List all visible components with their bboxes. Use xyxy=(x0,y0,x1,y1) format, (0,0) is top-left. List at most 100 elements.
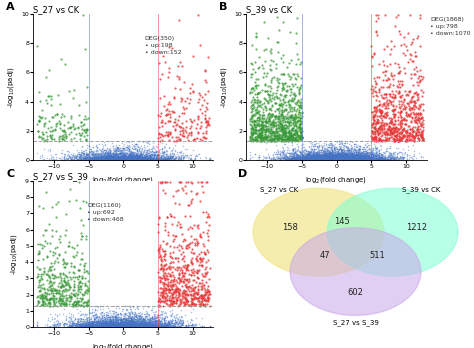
Point xyxy=(344,154,352,159)
Point xyxy=(132,157,140,163)
Point xyxy=(126,155,133,160)
Point xyxy=(324,150,331,156)
Point xyxy=(399,132,407,138)
Point xyxy=(106,321,114,327)
Point xyxy=(171,157,178,163)
Point xyxy=(86,324,93,329)
Point xyxy=(106,324,114,330)
Point xyxy=(121,154,129,160)
Point xyxy=(144,324,151,329)
Point xyxy=(164,321,171,327)
Point xyxy=(323,155,330,160)
Point xyxy=(265,117,273,122)
Point xyxy=(376,155,384,160)
Point xyxy=(36,155,44,161)
Point xyxy=(355,156,363,161)
Point xyxy=(293,154,301,160)
Point xyxy=(368,148,376,154)
Point xyxy=(146,324,154,329)
Point xyxy=(370,136,377,142)
Point xyxy=(335,155,343,160)
Point xyxy=(77,316,84,322)
Point xyxy=(128,320,136,325)
Point xyxy=(376,136,383,142)
Point xyxy=(125,156,133,161)
Point xyxy=(249,138,257,143)
Point xyxy=(392,118,399,123)
Point xyxy=(111,154,119,160)
Point xyxy=(357,156,365,161)
Point xyxy=(111,157,118,162)
Point xyxy=(106,156,114,162)
Point xyxy=(120,156,128,161)
Point xyxy=(113,319,121,325)
Point xyxy=(312,150,320,156)
Point xyxy=(100,323,107,329)
Point xyxy=(343,140,351,146)
Point xyxy=(334,148,341,153)
Point xyxy=(277,92,284,97)
Point xyxy=(336,157,343,163)
Point xyxy=(332,157,340,163)
Point xyxy=(337,157,345,162)
Point xyxy=(348,155,356,160)
Point xyxy=(114,157,121,163)
Point xyxy=(114,155,121,160)
Point xyxy=(340,151,348,157)
Point xyxy=(275,156,283,161)
Point xyxy=(310,154,318,160)
Point xyxy=(390,155,397,160)
Point xyxy=(120,146,128,152)
Point xyxy=(294,156,301,161)
Point xyxy=(84,156,92,161)
Point xyxy=(274,135,282,141)
Point xyxy=(315,155,322,161)
Point xyxy=(311,155,319,161)
Point xyxy=(257,132,264,137)
Point xyxy=(113,151,121,156)
Point xyxy=(163,295,170,301)
Point xyxy=(383,129,391,135)
Point xyxy=(369,136,376,141)
Point xyxy=(252,157,259,163)
Point xyxy=(152,324,160,329)
Point xyxy=(322,155,330,160)
Point xyxy=(286,123,293,128)
Point xyxy=(355,142,362,148)
Point xyxy=(177,243,185,249)
Point xyxy=(383,97,391,103)
Point xyxy=(309,157,316,163)
Point xyxy=(260,154,267,159)
Point xyxy=(331,156,338,161)
Point xyxy=(80,156,87,161)
Point xyxy=(267,134,275,140)
Point xyxy=(75,157,82,163)
Point xyxy=(320,148,328,154)
Point xyxy=(350,157,358,163)
Point xyxy=(312,140,319,145)
Point xyxy=(340,155,347,161)
Point xyxy=(130,155,137,160)
Point xyxy=(287,58,295,63)
Point xyxy=(316,152,323,158)
Point xyxy=(155,321,162,326)
Point xyxy=(302,151,310,157)
Point xyxy=(306,156,314,161)
Point xyxy=(269,112,276,118)
Point xyxy=(148,322,155,327)
Point xyxy=(172,323,179,329)
Point xyxy=(324,152,331,158)
Point xyxy=(298,134,306,140)
Point xyxy=(369,93,377,99)
Point xyxy=(81,152,88,157)
Point xyxy=(133,312,141,318)
Point xyxy=(293,153,301,159)
Point xyxy=(152,308,160,314)
Point xyxy=(116,323,123,329)
Point xyxy=(108,156,115,162)
Point xyxy=(339,156,346,162)
Point xyxy=(173,285,181,291)
Point xyxy=(323,151,330,156)
Point xyxy=(381,156,389,161)
Point xyxy=(131,154,138,160)
